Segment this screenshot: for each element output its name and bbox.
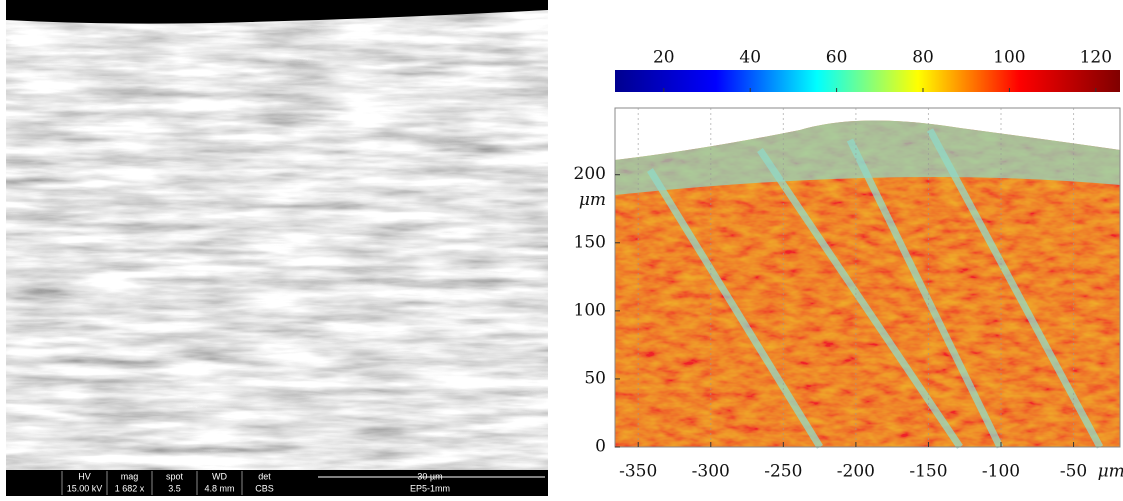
colorbar-tick-label: 100 bbox=[993, 48, 1025, 68]
colorbar-tick-label: 20 bbox=[653, 48, 675, 68]
info-label: mag bbox=[121, 471, 139, 481]
sem-image bbox=[6, 0, 548, 496]
info-label: WD bbox=[212, 471, 227, 481]
empty-region bbox=[615, 108, 1120, 160]
x-tick-label: -250 bbox=[764, 462, 802, 482]
x-axis-label: μm bbox=[1098, 462, 1123, 482]
sample-label: EP5-1mm bbox=[410, 483, 450, 493]
top-edge bbox=[6, 0, 548, 24]
colorbar bbox=[615, 70, 1120, 92]
y-tick-label: 150 bbox=[574, 232, 606, 252]
info-value: 1 682 x bbox=[115, 483, 145, 493]
x-tick-label: -350 bbox=[619, 462, 657, 482]
y-tick-label: 100 bbox=[574, 300, 606, 320]
x-tick-label: -200 bbox=[837, 462, 875, 482]
map bbox=[614, 107, 1121, 449]
info-value: CBS bbox=[255, 483, 274, 493]
info-value: 15.00 kV bbox=[67, 483, 103, 493]
x-tick-label: -300 bbox=[692, 462, 730, 482]
map-bands bbox=[647, 128, 1104, 449]
plot-frame bbox=[614, 107, 1121, 448]
y-tick-label: 50 bbox=[584, 368, 606, 388]
colorbar-tick-label: 120 bbox=[1080, 48, 1112, 68]
scale-label: 30 µm bbox=[417, 471, 442, 481]
info-label: spot bbox=[166, 471, 184, 481]
info-value: 4.8 mm bbox=[204, 483, 234, 493]
info-value: 3.5 bbox=[168, 483, 181, 493]
y-axis-label: μm bbox=[579, 190, 606, 210]
info-bar-texts: HV 15.00 kV mag 1 682 x spot 3.5 WD 4.8 mm det CB… bbox=[61, 471, 545, 495]
colorbar-tick-label: 60 bbox=[826, 48, 848, 68]
y-tick-label: 0 bbox=[595, 437, 606, 457]
info-bar bbox=[6, 470, 548, 496]
x-tick-label: -150 bbox=[909, 462, 947, 482]
x-tick-label: -50 bbox=[1060, 462, 1087, 482]
colorbar-tick-label: 40 bbox=[739, 48, 761, 68]
x-tick-label: -100 bbox=[982, 462, 1020, 482]
info-label: HV bbox=[78, 471, 91, 481]
info-label: det bbox=[258, 471, 271, 481]
colorbar-tick-label: 80 bbox=[912, 48, 934, 68]
top-layer bbox=[615, 120, 1120, 195]
micrograph bbox=[6, 0, 548, 470]
y-tick-label: 200 bbox=[574, 164, 606, 184]
